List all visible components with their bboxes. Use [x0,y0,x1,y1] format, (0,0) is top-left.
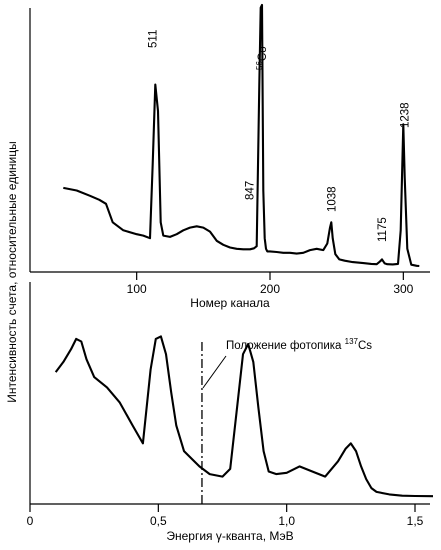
top-x-axis-label: Номер канала [190,296,270,310]
peak-label: 1038 [326,186,338,212]
photopeak-label: Положение фотопика 137Cs [226,337,372,352]
peak-annotations: 511 56Co 847 1038 1175 1238 [148,30,412,242]
energy-spectrum-panel: 0 0,5 1,0 1,5 Положение фотопика 137Cs Энер… [27,282,434,543]
bottom-x-tick-label: 1,0 [278,514,295,528]
photopeak-pointer-line [202,355,227,389]
bottom-x-tick-label: 0 [27,514,34,528]
bottom-x-tick-label: 0,5 [150,514,167,528]
peak-label-isotope-mass: 56 [255,61,264,70]
channel-spectrum-line [63,3,420,268]
photopeak-marker: Положение фотопика 137Cs [201,337,372,504]
peak-label: 511 [148,30,160,48]
bottom-x-ticks: 0 0,5 1,0 1,5 [27,504,424,528]
bottom-x-axis-label: Энергия γ-кванта, МэВ [166,529,293,543]
top-x-tick-label: 100 [127,282,147,296]
bottom-x-tick-label: 1,5 [407,514,424,528]
y-axis-label: Интенсивность счета, относительные едини… [5,141,19,402]
photopeak-label-text: Положение фотопика [226,340,345,352]
top-x-tick-label: 200 [260,282,280,296]
peak-label-isotope-symbol: Co [257,46,269,61]
photopeak-label-mass: 137 [345,337,359,346]
top-x-ticks: 100 200 300 [127,272,414,296]
peak-label: 56Co [255,46,269,70]
energy-spectrum-line [54,335,434,498]
top-x-tick-label: 300 [393,282,413,296]
peak-label: 1238 [400,102,412,128]
peak-label: 847 [245,181,257,200]
channel-spectrum-panel: 100 200 300 511 56Co 847 1038 1175 1238 Номер к… [29,3,430,310]
photopeak-label-symbol: Cs [358,340,372,352]
peak-label: 1175 [377,217,389,242]
